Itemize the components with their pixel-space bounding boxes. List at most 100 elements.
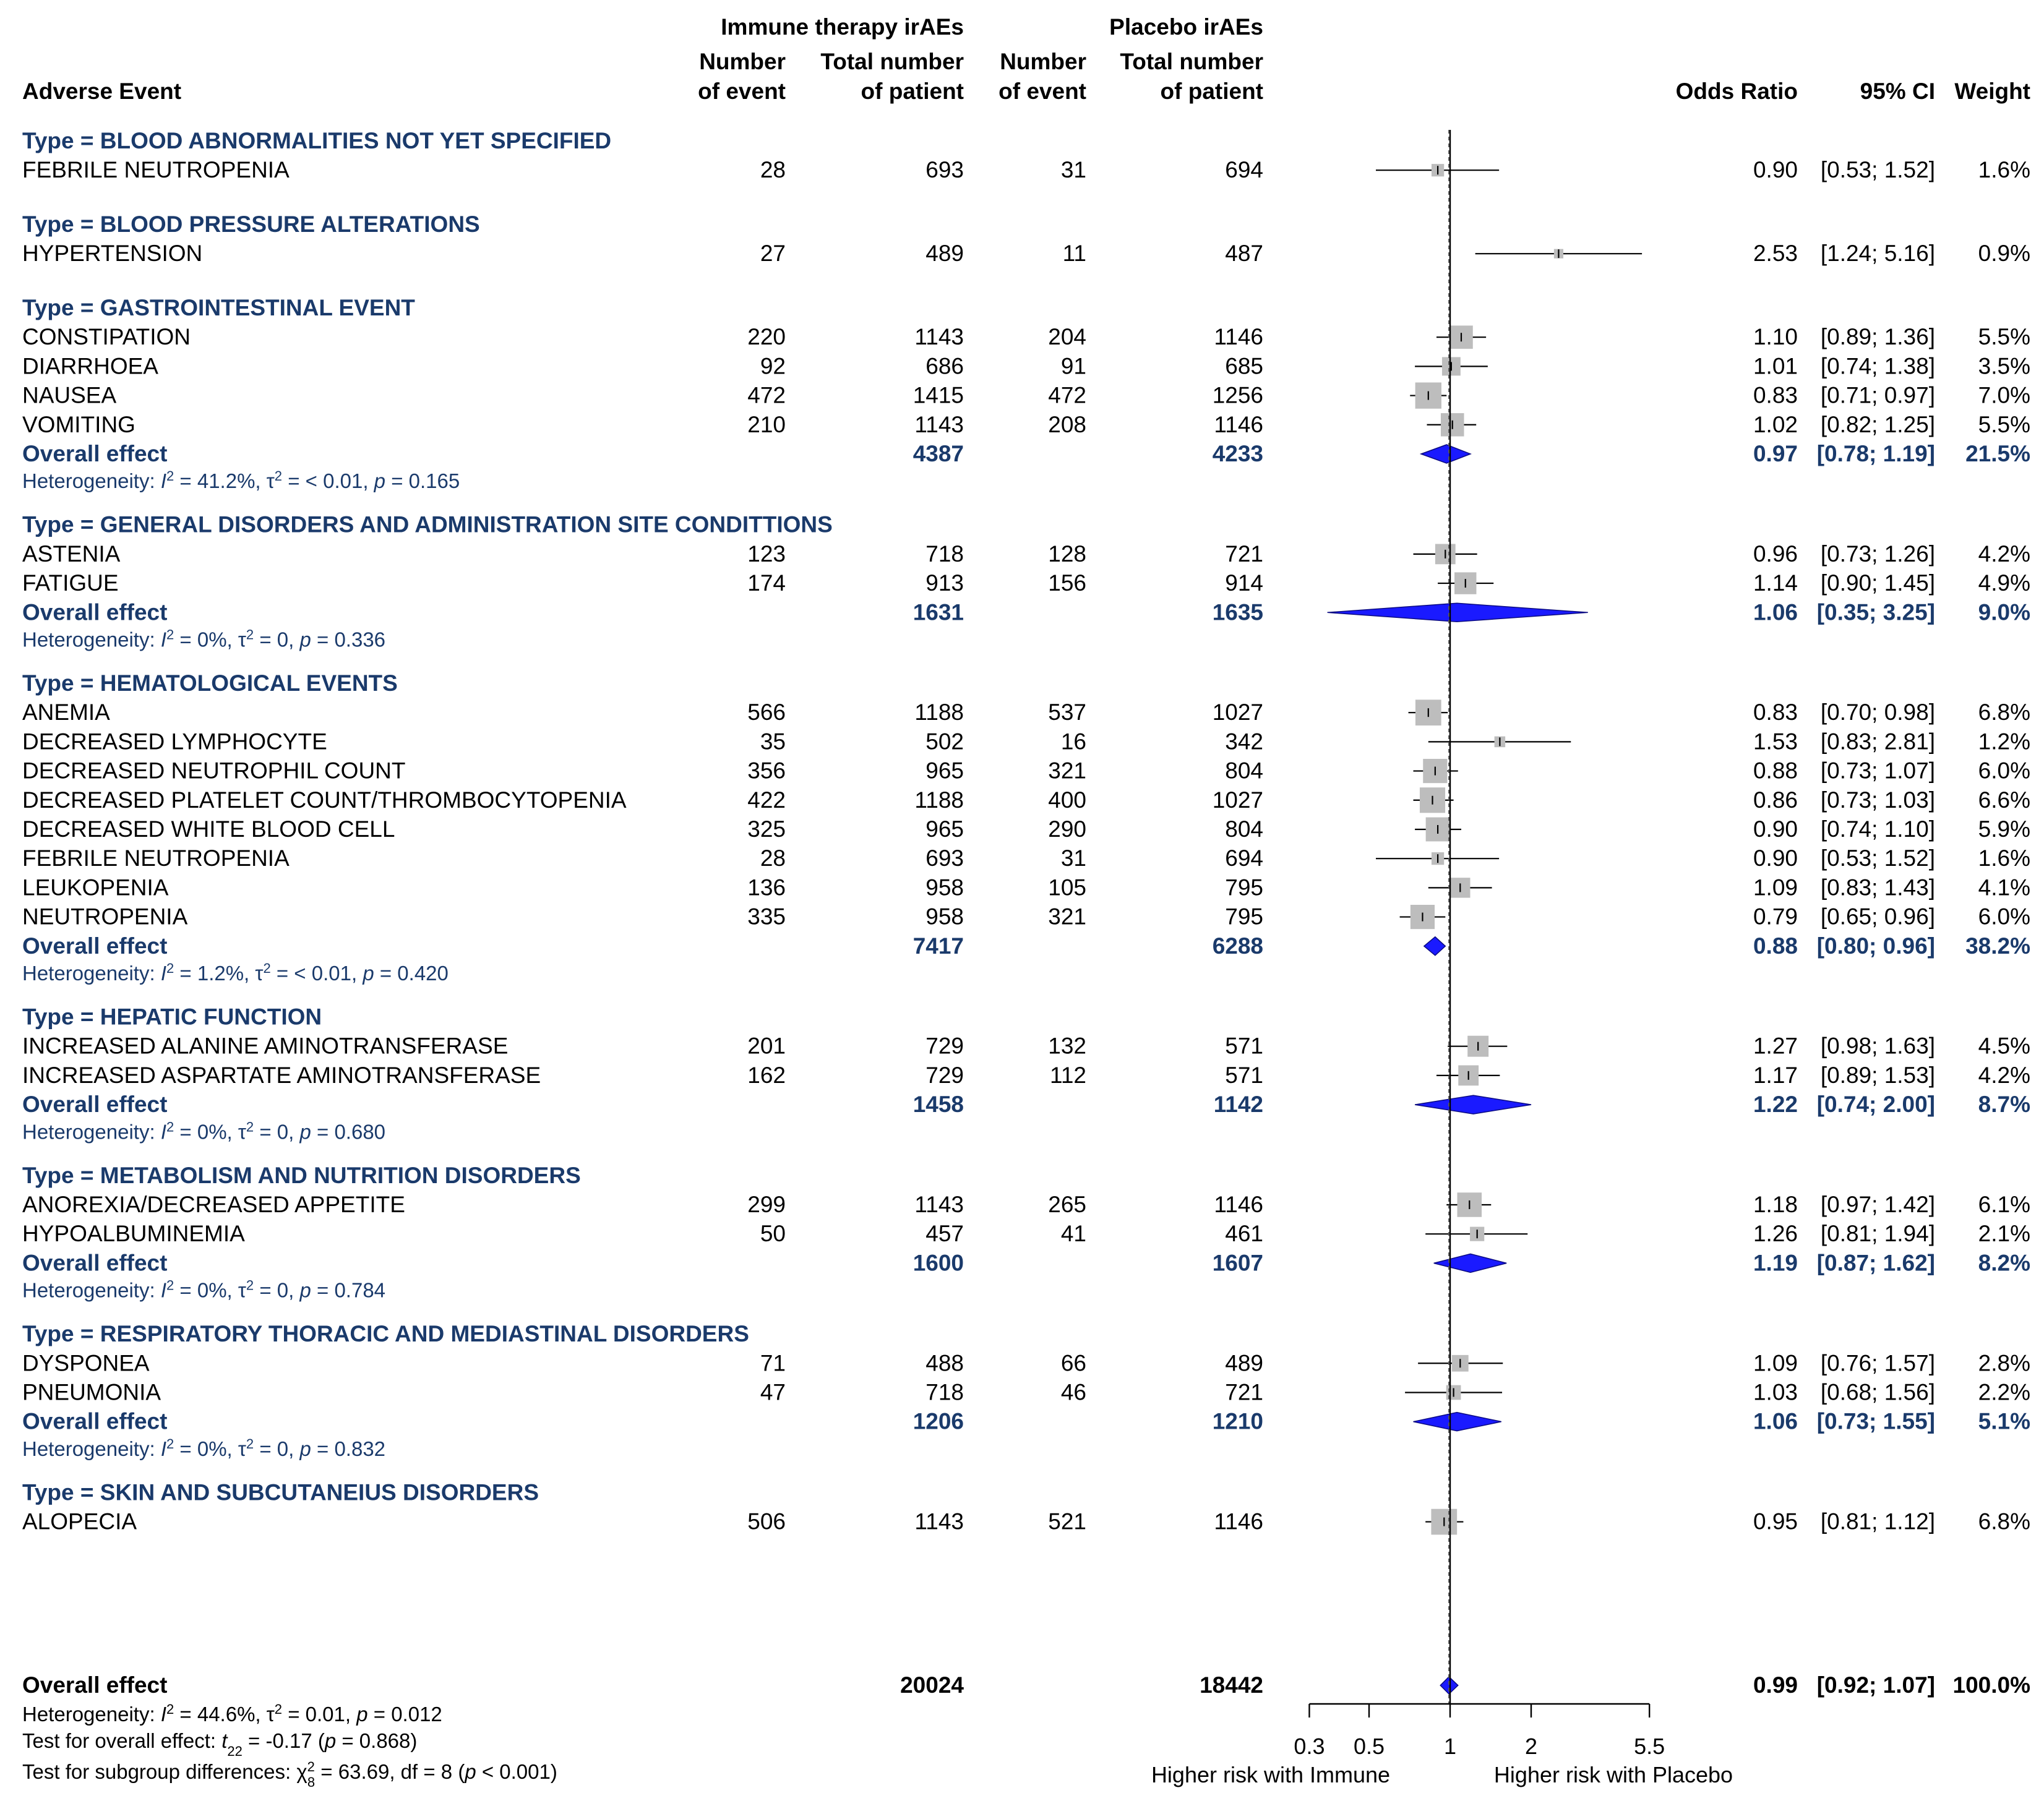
group-title: Type = GASTROINTESTINAL EVENT: [22, 295, 415, 320]
imm-total: 1188: [914, 699, 964, 725]
ci-value: [0.53; 1.52]: [1821, 157, 1935, 182]
weight-value: 4.9%: [1978, 570, 2030, 596]
overall-effect-label: Overall effect: [22, 441, 167, 466]
ci-value: [0.65; 0.96]: [1821, 904, 1935, 930]
total-pla-total: 18442: [1200, 1672, 1263, 1698]
event-label: INCREASED ASPARTATE AMINOTRANSFERASE: [22, 1063, 541, 1088]
pla-total: 1146: [1214, 324, 1263, 349]
overall-weight: 9.0%: [1978, 599, 2030, 625]
overall-odds-ratio: 1.19: [1753, 1250, 1798, 1275]
imm-total: 1143: [914, 412, 964, 437]
overall-diamond: [1440, 1675, 1459, 1695]
ci-value: [0.83; 2.81]: [1821, 729, 1935, 754]
imm-events: 422: [747, 787, 786, 813]
pla-total: 914: [1225, 570, 1263, 596]
weight-value: 4.2%: [1978, 1063, 2030, 1088]
overall-weight: 8.7%: [1978, 1092, 2030, 1117]
pla-total: 694: [1225, 845, 1263, 871]
imm-total: 693: [925, 157, 964, 182]
axis-tick-label: 1: [1444, 1734, 1456, 1759]
weight-value: 6.0%: [1978, 904, 2030, 930]
pla-events: 41: [1061, 1221, 1086, 1246]
imm-total: 718: [925, 541, 964, 567]
overall-effect-label: Overall effect: [22, 1250, 167, 1275]
weight-value: 4.5%: [1978, 1033, 2030, 1059]
overall-ci: [0.78; 1.19]: [1817, 441, 1935, 466]
imm-total: 502: [925, 729, 964, 754]
overall-ci: [0.74; 2.00]: [1817, 1092, 1935, 1117]
group-title: Type = GENERAL DISORDERS AND ADMINISTRAT…: [22, 512, 833, 537]
odds-ratio-value: 1.09: [1753, 1350, 1798, 1375]
pla-total: 795: [1225, 904, 1263, 930]
overall-effect-label: Overall effect: [22, 599, 167, 625]
overall-pla-total: 1607: [1213, 1250, 1263, 1275]
pla-events: 290: [1048, 816, 1086, 842]
imm-total: 1143: [914, 324, 964, 349]
column-headers: Immune therapy irAEs Placebo irAEs Numbe…: [22, 14, 2030, 104]
pla-events: 321: [1048, 904, 1086, 930]
odds-ratio-value: 1.02: [1753, 412, 1798, 437]
ci-value: [0.83; 1.43]: [1821, 875, 1935, 900]
ci-value: [0.70; 0.98]: [1821, 699, 1935, 725]
weight-value: 1.6%: [1978, 845, 2030, 871]
header-pla-total-2: of patient: [1161, 79, 1263, 104]
imm-total: 958: [925, 904, 964, 930]
ci-value: [0.68; 1.56]: [1821, 1379, 1935, 1405]
ci-value: [0.53; 1.52]: [1821, 845, 1935, 871]
group-title: Type = BLOOD PRESSURE ALTERATIONS: [22, 212, 480, 237]
imm-events: 136: [747, 875, 786, 900]
total-imm-total: 20024: [900, 1672, 964, 1698]
ci-value: [0.82; 1.25]: [1821, 412, 1935, 437]
header-pla-total-1: Total number: [1120, 49, 1263, 74]
odds-ratio-value: 1.27: [1753, 1033, 1798, 1059]
header-imm-total-2: of patient: [861, 79, 964, 104]
header-immune-group: Immune therapy irAEs: [721, 14, 964, 40]
pla-events: 46: [1061, 1379, 1086, 1405]
overall-odds-ratio: 1.06: [1753, 599, 1798, 625]
axis-tick-label: 0.5: [1354, 1734, 1385, 1759]
ci-value: [0.97; 1.42]: [1821, 1192, 1935, 1217]
axis-tick-label: 2: [1525, 1734, 1537, 1759]
event-label: FEBRILE NEUTROPENIA: [22, 845, 290, 871]
overall-imm-total: 1458: [913, 1092, 964, 1117]
odds-ratio-value: 1.18: [1753, 1192, 1798, 1217]
overall-imm-total: 1600: [913, 1250, 964, 1275]
weight-value: 6.0%: [1978, 758, 2030, 784]
overall-weight: 8.2%: [1978, 1250, 2030, 1275]
overall-heterogeneity-text: Heterogeneity: I2 = 44.6%, τ2 = 0.01, p …: [22, 1701, 442, 1726]
overall-imm-total: 4387: [913, 441, 964, 466]
odds-ratio-value: 1.03: [1753, 1379, 1798, 1405]
pla-events: 91: [1061, 353, 1086, 379]
weight-value: 4.1%: [1978, 875, 2030, 900]
event-label: FEBRILE NEUTROPENIA: [22, 157, 290, 182]
total-ci: [0.92; 1.07]: [1817, 1672, 1935, 1698]
imm-total: 457: [925, 1221, 964, 1246]
event-label: FATIGUE: [22, 570, 119, 596]
imm-total: 965: [925, 816, 964, 842]
heterogeneity-text: Heterogeneity: I2 = 0%, τ2 = 0, p = 0.68…: [22, 1119, 385, 1144]
pla-total: 1027: [1213, 787, 1263, 813]
overall-weight: 38.2%: [1965, 933, 2030, 959]
pla-events: 105: [1048, 875, 1086, 900]
pla-events: 128: [1048, 541, 1086, 567]
pla-events: 400: [1048, 787, 1086, 813]
overall-odds-ratio: 0.88: [1753, 933, 1798, 959]
imm-events: 28: [760, 157, 786, 182]
ci-value: [0.76; 1.57]: [1821, 1350, 1935, 1375]
imm-events: 356: [747, 758, 786, 784]
odds-ratio-value: 0.83: [1753, 699, 1798, 725]
ci-value: [0.98; 1.63]: [1821, 1033, 1935, 1059]
group-title: Type = METABOLISM AND NUTRITION DISORDER…: [22, 1163, 581, 1188]
event-label: DECREASED NEUTROPHIL COUNT: [22, 758, 405, 784]
ci-value: [0.81; 1.12]: [1821, 1509, 1935, 1534]
odds-ratio-value: 1.01: [1753, 353, 1798, 379]
event-label: VOMITING: [22, 412, 135, 437]
pla-total: 461: [1225, 1221, 1263, 1246]
odds-ratio-value: 0.83: [1753, 383, 1798, 408]
overall-odds-ratio: 0.97: [1753, 441, 1798, 466]
odds-ratio-value: 0.90: [1753, 845, 1798, 871]
total-overall-label: Overall effect: [22, 1672, 167, 1698]
odds-ratio-value: 1.26: [1753, 1221, 1798, 1246]
imm-total: 693: [925, 845, 964, 871]
heterogeneity-text: Heterogeneity: I2 = 0%, τ2 = 0, p = 0.83…: [22, 1435, 385, 1460]
